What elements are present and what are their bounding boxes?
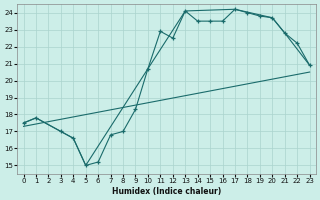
X-axis label: Humidex (Indice chaleur): Humidex (Indice chaleur) xyxy=(112,187,221,196)
